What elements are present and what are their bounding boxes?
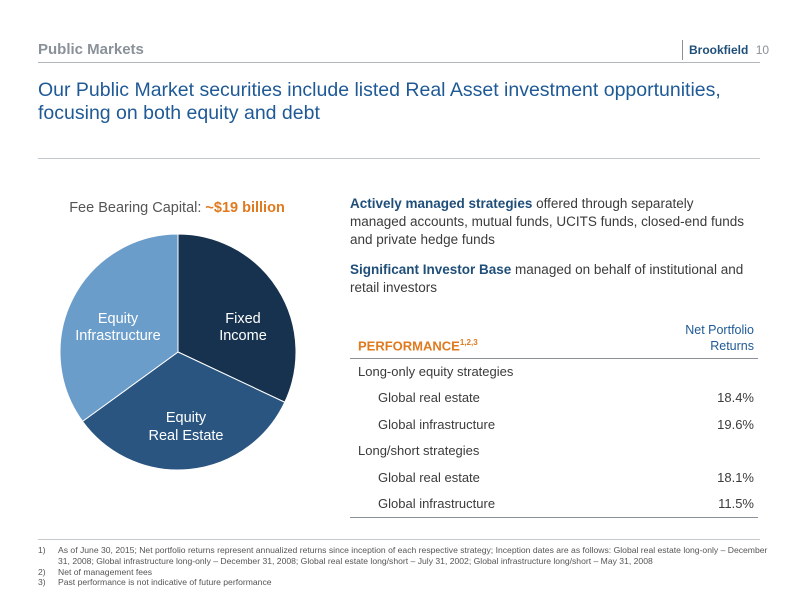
bullet-2-bold: Significant Investor Base: [350, 262, 512, 277]
pie-label-equity-real-estate-1: Equity: [166, 410, 207, 426]
pie-slice-equity-infrastructure: [59, 233, 179, 423]
footnotes: 1) As of June 30, 2015; Net portfolio ret…: [38, 545, 768, 588]
table-row: Global infrastructure 11.5%: [350, 491, 758, 517]
column-header-line-2: Returns: [710, 339, 754, 353]
row-label: Global infrastructure: [378, 416, 496, 432]
footnote-divider: [38, 539, 760, 540]
footnote-number: 3): [38, 577, 46, 588]
row-label: Global infrastructure: [378, 495, 496, 511]
performance-header: PERFORMANCE1,2,3 Net Portfolio Returns: [350, 320, 758, 359]
row-label: Global real estate: [378, 390, 480, 406]
chart-caption-prefix: Fee Bearing Capital:: [69, 200, 206, 216]
bullet-2-text: managed on behalf of institutional and r…: [350, 262, 744, 295]
page-number: 10: [755, 43, 770, 57]
chart-caption: Fee Bearing Capital: ~$19 billion: [38, 200, 316, 216]
row-value: 18.1%: [717, 469, 754, 485]
headline-divider: [38, 158, 760, 159]
pie-chart: Fixed Income Equity Real Estate Equity I…: [59, 233, 297, 471]
table-row: Global infrastructure 19.6%: [350, 412, 758, 438]
pie-label-fixed-income-1: Fixed: [225, 311, 260, 327]
table-row: Long/short strategies: [350, 438, 758, 464]
column-header-line-1: Net Portfolio: [685, 323, 754, 337]
table-row: Global real estate 18.4%: [350, 385, 758, 411]
table-row: Long-only equity strategies: [350, 359, 758, 385]
performance-title-text: PERFORMANCE: [358, 338, 460, 353]
bullet-list: Actively managed strategies offered thro…: [350, 195, 750, 309]
pie-label-equity-infrastructure-2: Infrastructure: [75, 328, 160, 344]
bullet-investor-base: Significant Investor Base managed on beh…: [350, 261, 750, 297]
bullet-1-bold: Actively managed strategies: [350, 196, 533, 211]
performance-title: PERFORMANCE1,2,3: [358, 338, 478, 353]
row-label: Long-only equity strategies: [358, 364, 514, 379]
chart-caption-amount: ~$19 billion: [205, 200, 285, 216]
pie-label-equity-infrastructure-1: Equity: [98, 311, 139, 327]
footnote-number: 2): [38, 566, 46, 577]
footnote-text: As of June 30, 2015; Net portfolio retur…: [58, 545, 768, 566]
bullet-active-strategies: Actively managed strategies offered thro…: [350, 195, 750, 249]
pie-label-equity-real-estate-2: Real Estate: [149, 428, 224, 444]
section-title: Public Markets: [38, 41, 144, 58]
performance-footnote-ref: 1,2,3: [459, 337, 478, 347]
row-value: 19.6%: [717, 416, 754, 432]
pie-label-fixed-income-2: Income: [219, 328, 267, 344]
footnote-text: Past performance is not indicative of fu…: [58, 577, 272, 588]
column-header-net-returns: Net Portfolio Returns: [644, 322, 754, 354]
footnote: 2) Net of management fees: [38, 567, 768, 578]
table-bottom-rule: [350, 517, 758, 519]
headline: Our Public Market securities include lis…: [38, 79, 721, 124]
brand-header: Brookfield 10: [682, 40, 769, 60]
table-row: Global real estate 18.1%: [350, 465, 758, 491]
row-label: Long/short strategies: [358, 443, 480, 459]
header-divider: [38, 62, 760, 63]
pie-slice-fixed-income: [177, 233, 297, 403]
brand-logo: Brookfield: [689, 43, 749, 57]
row-label: Global real estate: [378, 469, 480, 485]
pie-slice-equity-real-estate: [81, 351, 286, 471]
footnote: 1) As of June 30, 2015; Net portfolio ret…: [38, 545, 768, 567]
row-value: 18.4%: [717, 390, 754, 406]
footnote: 3) Past performance is not indicative of …: [38, 577, 768, 588]
bullet-1-text: offered through separately managed accou…: [350, 196, 744, 247]
footnote-text: Net of management fees: [58, 566, 153, 577]
footnote-number: 1): [38, 545, 46, 555]
row-value: 11.5%: [718, 495, 754, 511]
performance-table: PERFORMANCE1,2,3 Net Portfolio Returns L…: [350, 320, 758, 519]
